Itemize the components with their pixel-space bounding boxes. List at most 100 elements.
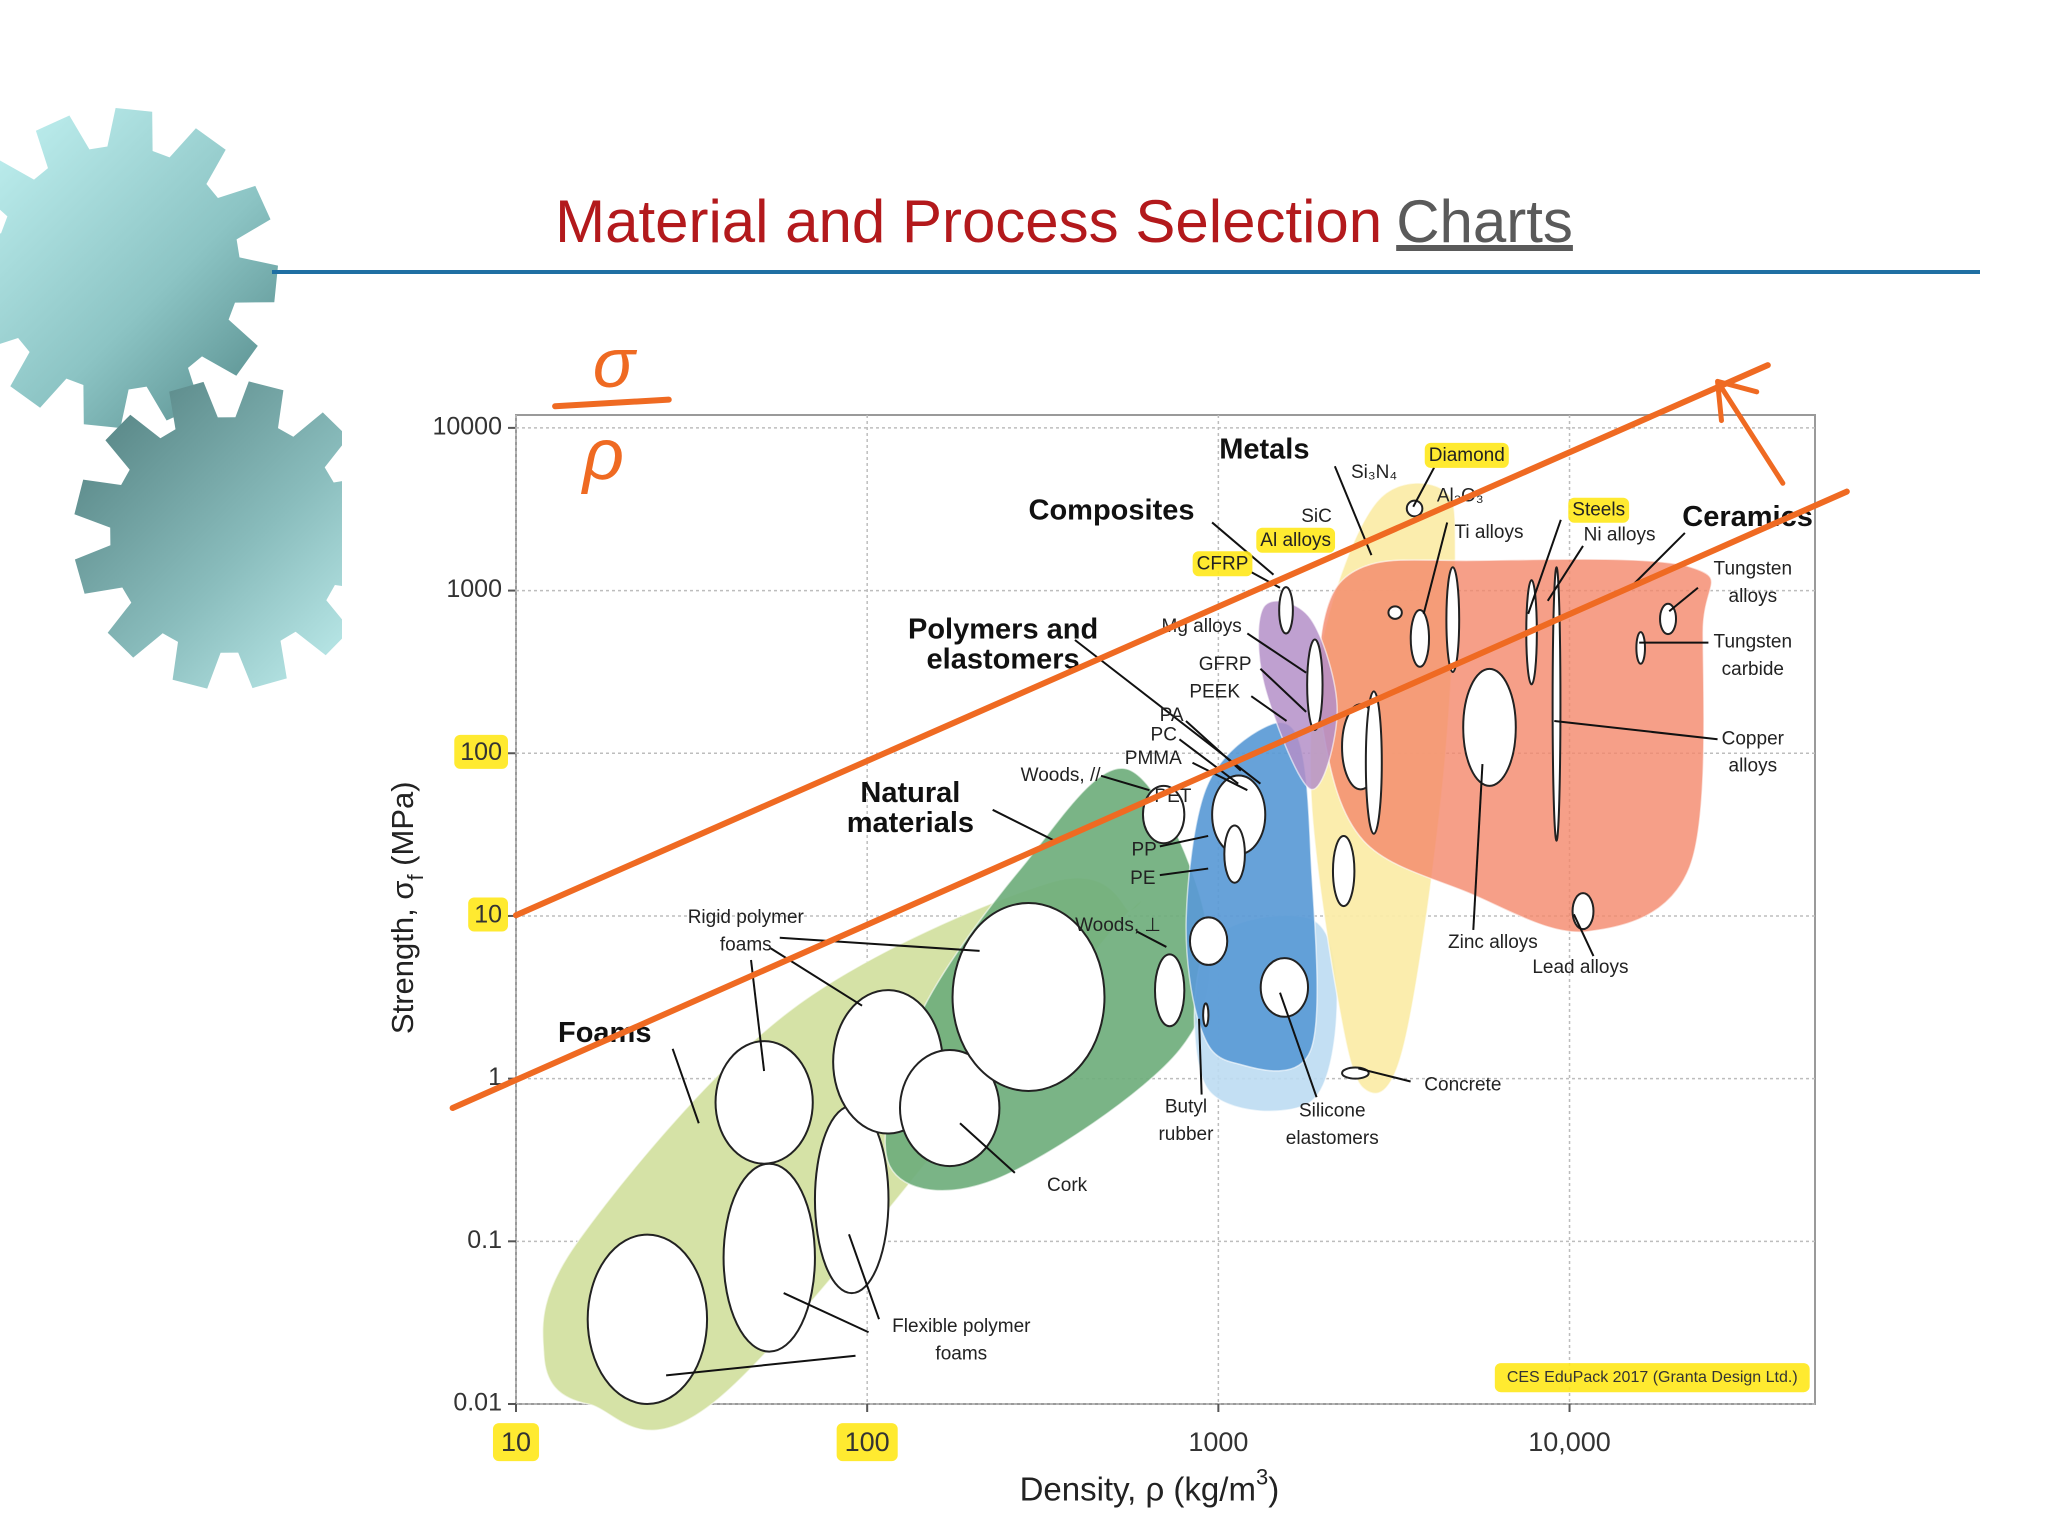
chart: 0.01 0.1 1 10 100 1000 10000 10 100 1000 10,000 Si₃… xyxy=(385,324,1850,1507)
y-axis-label-part: Strength, σ xyxy=(385,881,420,1035)
material-bubble xyxy=(1188,916,1229,966)
y-tick-label: 1000 xyxy=(446,575,502,603)
material-bubble xyxy=(1259,957,1310,1018)
leader-line xyxy=(1472,764,1484,931)
material-bubble xyxy=(1364,690,1383,835)
material-bubble xyxy=(1659,602,1678,636)
x-axis-label-part: 3 xyxy=(1256,1465,1268,1490)
leader-line xyxy=(1527,519,1562,615)
trend-line xyxy=(513,362,1771,919)
y-tick-label: 10 xyxy=(474,901,502,929)
material-label: CFRP xyxy=(1197,553,1249,574)
material-bubble xyxy=(1306,638,1324,731)
leader-line xyxy=(1211,521,1275,576)
material-bubble xyxy=(714,1040,814,1165)
leader-line xyxy=(1159,834,1209,848)
leader-line xyxy=(1159,867,1209,877)
material-label: Rigid polymer xyxy=(688,907,805,928)
leader-line xyxy=(1259,668,1307,713)
highlight xyxy=(468,897,508,932)
family-label: Natural xyxy=(860,777,960,809)
family-label: Composites xyxy=(1029,495,1195,527)
leader-line xyxy=(1250,571,1281,589)
y-axis-label-part: f xyxy=(403,874,428,881)
material-bubble xyxy=(1153,953,1186,1028)
material-label: Copper xyxy=(1722,728,1785,749)
x-axis-label: Density, ρ (kg/m3) xyxy=(1020,1465,1280,1507)
material-label: Flexible polymer xyxy=(892,1316,1031,1337)
leader-line xyxy=(671,1048,700,1124)
y-tick-label: 10000 xyxy=(432,412,502,440)
material-label: Ni alloys xyxy=(1584,525,1656,546)
leader-line xyxy=(1412,467,1436,508)
leader-line xyxy=(1246,632,1307,674)
material-label: Concrete xyxy=(1424,1074,1501,1095)
material-bubble xyxy=(1405,499,1424,518)
leader-line xyxy=(1100,774,1150,792)
leader-line xyxy=(1192,761,1248,792)
material-bubble xyxy=(1571,892,1595,931)
x-tick-label: 10,000 xyxy=(1528,1427,1611,1457)
material-label: PA xyxy=(1160,705,1184,726)
leader-line xyxy=(1668,586,1699,613)
material-label: Lead alloys xyxy=(1532,957,1628,978)
leader-line xyxy=(1198,1018,1203,1095)
highlight xyxy=(1192,551,1253,577)
gear xyxy=(74,381,342,689)
leader-line xyxy=(1629,532,1686,589)
leader-line xyxy=(1546,545,1584,602)
title-link[interactable]: Charts xyxy=(1396,188,1573,255)
slide-title: Material and Process Selection Charts xyxy=(555,188,1573,255)
material-label: Tungsten xyxy=(1714,558,1793,579)
material-bubble xyxy=(1331,835,1356,908)
material-bubble xyxy=(1278,586,1294,635)
material-bubble xyxy=(586,1233,709,1405)
material-label: GFRP xyxy=(1199,654,1252,675)
leader-line xyxy=(1074,639,1262,785)
y-tick-label: 1 xyxy=(488,1063,502,1091)
material-bubble xyxy=(722,1162,816,1353)
leader-line xyxy=(1358,1067,1411,1083)
title-text: Material and Process Selection xyxy=(555,188,1382,255)
x-axis-label-part: ) xyxy=(1268,1470,1279,1507)
material-label: Zinc alloys xyxy=(1448,932,1538,953)
material-label: Cork xyxy=(1047,1175,1088,1196)
leader-line xyxy=(779,936,980,952)
y-tick-label: 100 xyxy=(460,738,502,766)
material-bubble xyxy=(1635,631,1646,665)
family-label: Metals xyxy=(1219,433,1309,465)
y-tick-label: 0.1 xyxy=(467,1226,502,1254)
x-axis-label-part: Density, ρ (kg/m xyxy=(1020,1470,1256,1507)
material-label: PC xyxy=(1151,724,1177,745)
material-bubble xyxy=(1551,566,1562,842)
material-bubble xyxy=(1409,608,1431,668)
material-label: PE xyxy=(1130,868,1155,889)
trend-line xyxy=(449,488,1850,1111)
material-label: Woods, ⊥ xyxy=(1075,915,1161,936)
highlight xyxy=(454,734,508,769)
credit: CES EduPack 2017 (Granta Design Ltd.) xyxy=(1507,1369,1798,1386)
x-tick-label: 10 xyxy=(501,1427,531,1457)
leader-line xyxy=(1178,738,1239,785)
material-bubble xyxy=(951,902,1106,1092)
material-label: SiC xyxy=(1301,506,1332,527)
material-label: alloys xyxy=(1729,586,1778,607)
highlight xyxy=(1494,1363,1810,1393)
material-label: Al alloys xyxy=(1260,530,1331,551)
x-tick-label: 100 xyxy=(845,1427,890,1457)
material-label: alloys xyxy=(1729,756,1778,777)
handwritten-bar xyxy=(552,396,672,410)
material-label: PP xyxy=(1131,839,1156,860)
leader-line xyxy=(959,1122,1016,1174)
material-label: PEEK xyxy=(1189,681,1240,702)
highlight xyxy=(1256,527,1336,553)
handwritten-denominator: ρ xyxy=(581,415,624,495)
material-bubble xyxy=(1445,566,1461,673)
handwritten-numerator: σ xyxy=(593,324,638,402)
highlight xyxy=(836,1423,898,1462)
leader-line xyxy=(750,959,766,1072)
leader-line xyxy=(1250,695,1288,722)
leader-line xyxy=(1572,913,1595,957)
